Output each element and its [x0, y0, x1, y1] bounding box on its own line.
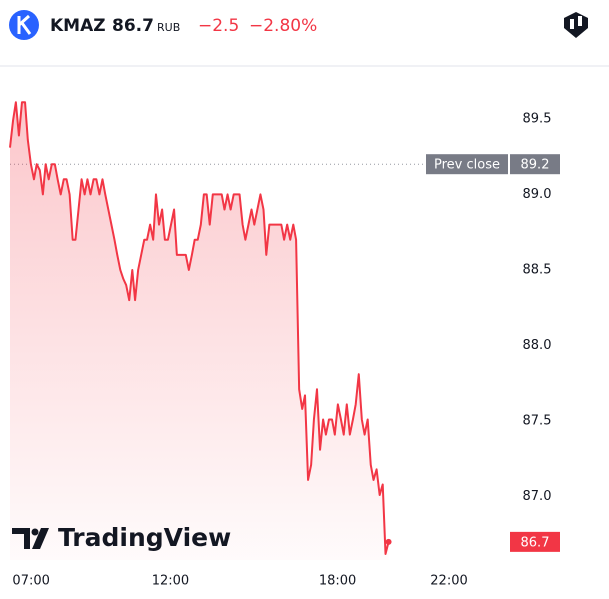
y-tick-label: 89.0 [523, 187, 552, 202]
y-tick-label: 88.5 [523, 262, 552, 277]
x-tick-label: 12:00 [152, 574, 189, 589]
prev-close-label: Prev close [434, 158, 500, 173]
currency: RUB [157, 21, 180, 34]
symbol-logo-glyph [17, 14, 32, 35]
change-percent: −2.80% [249, 16, 317, 36]
y-tick-label: 87.5 [523, 414, 552, 429]
price: 86.7 [112, 16, 154, 36]
prev-close-tag [426, 154, 508, 175]
chart-style-icon[interactable] [564, 12, 588, 38]
plot: 89.5 89.0 88.5 88.0 87.5 87.0 07:00 12:00 18:00 2… [9, 101, 560, 589]
y-tick-label: 88.0 [523, 338, 552, 353]
change: −2.5 [198, 16, 239, 36]
brand-name: TradingView [58, 523, 231, 552]
x-tick-label: 18:00 [319, 574, 356, 589]
y-tick-label: 89.5 [523, 111, 552, 126]
symbol[interactable]: KMAZ [50, 16, 106, 36]
prev-close-value: 89.2 [521, 158, 550, 173]
x-tick-label: 07:00 [12, 574, 49, 589]
last-price-box [510, 531, 560, 552]
x-tick-label: 22:00 [430, 574, 467, 589]
area-fill [10, 102, 389, 560]
price-line [9, 101, 390, 555]
y-tick-label: 87.0 [523, 489, 552, 504]
prev-close-value-box [510, 154, 560, 175]
last-price-label: 86.7 [521, 535, 550, 550]
last-point [385, 538, 392, 545]
tradingview-logo: TradingView [12, 523, 231, 552]
